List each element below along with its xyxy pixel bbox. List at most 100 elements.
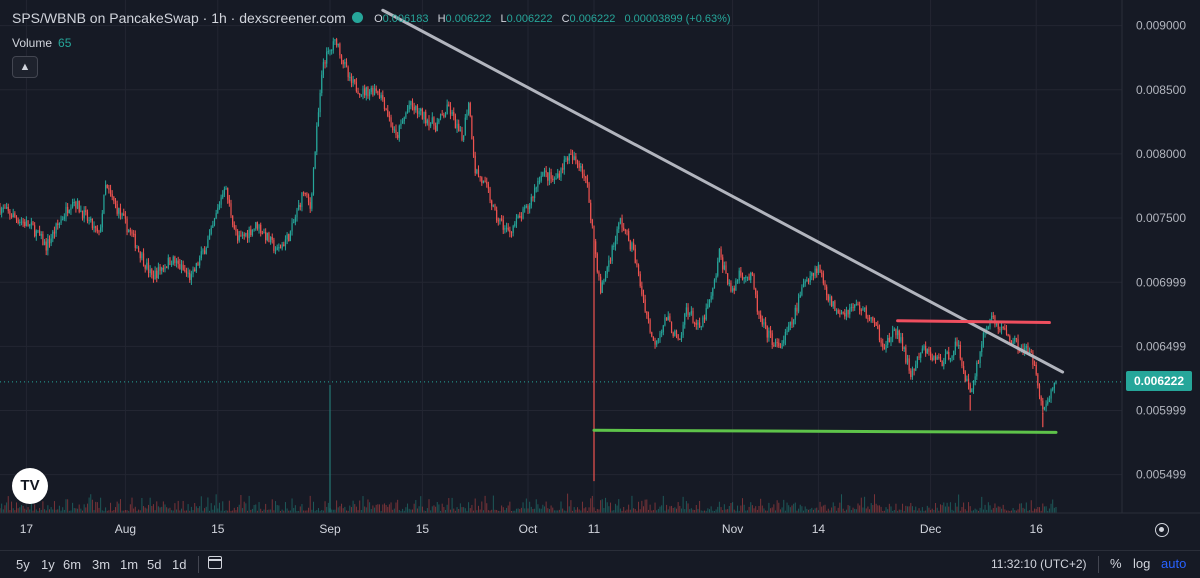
candle-body <box>58 223 60 225</box>
volume-bar <box>930 510 932 513</box>
range-3m-button[interactable]: 3m <box>92 557 111 572</box>
candle-body <box>279 247 282 249</box>
candle-body <box>157 266 159 279</box>
support-line[interactable] <box>592 428 1058 434</box>
candle-body <box>284 239 287 247</box>
candle-body <box>575 156 577 161</box>
volume-bar <box>303 510 305 513</box>
volume-bar <box>598 509 600 513</box>
volume-bar <box>372 505 374 513</box>
volume-bar <box>639 509 641 513</box>
price-axis[interactable]: 0.009000 0.008500 0.008000 0.007500 0.006999… <box>1136 19 1186 482</box>
volume-bar <box>525 498 527 513</box>
candle-body <box>786 330 788 332</box>
candle-body <box>750 272 752 281</box>
volume-bar <box>58 505 60 513</box>
trendline-descending[interactable] <box>381 8 1065 374</box>
low-label: L <box>500 13 507 25</box>
volume-bar <box>718 501 720 513</box>
log-toggle[interactable]: log <box>1133 556 1151 571</box>
volume-bar <box>722 510 724 513</box>
time-axis[interactable]: 17 Aug 15 Sep 15 Oct 11 Nov 14 Dec 16 <box>0 0 1200 536</box>
candle-body <box>184 269 186 271</box>
volume-bar <box>271 499 273 513</box>
candle-body <box>682 324 684 336</box>
volume-bar <box>1015 510 1017 513</box>
volume-bar <box>449 509 451 513</box>
volume-bar <box>205 506 207 513</box>
volume-bar <box>182 501 184 513</box>
candle-body <box>27 220 29 227</box>
range-1d-button[interactable]: 1d <box>172 557 187 572</box>
volume-bar <box>860 497 862 513</box>
candle-body <box>453 112 455 116</box>
candle-body <box>369 91 371 97</box>
candle-body <box>245 232 247 236</box>
candle-body <box>1040 396 1042 401</box>
volume-bar <box>517 508 519 513</box>
candle-body <box>303 192 305 194</box>
volume-bar <box>578 509 580 513</box>
candle-body <box>695 323 697 325</box>
range-5d-button[interactable]: 5d <box>147 557 162 572</box>
candle-body <box>981 344 983 353</box>
tradingview-logo-icon[interactable]: TV <box>12 468 48 504</box>
candle-body <box>705 308 707 320</box>
auto-toggle[interactable]: auto <box>1161 556 1187 571</box>
volume-bar <box>527 508 529 513</box>
gear-icon[interactable] <box>1155 523 1169 537</box>
volume-bar <box>20 505 22 513</box>
candle-body <box>588 183 590 203</box>
volume-bar <box>250 509 252 513</box>
volume-bar <box>512 510 514 513</box>
candle-body <box>141 253 143 259</box>
volume-bar <box>806 508 808 513</box>
volume-bar <box>415 500 417 513</box>
volume-bar <box>379 504 380 513</box>
volume-bar <box>146 508 148 513</box>
price-tick-label: 0.008000 <box>1136 147 1186 161</box>
candle-body <box>835 310 838 312</box>
range-1m-button[interactable]: 1m <box>120 557 139 572</box>
volume-bar <box>725 509 727 513</box>
volume-bar <box>987 502 989 513</box>
candle-body <box>32 222 34 226</box>
volume-bar <box>766 510 768 513</box>
candle-body <box>365 87 367 96</box>
volume-bar <box>34 504 36 513</box>
volume-bar <box>849 505 851 513</box>
volume-bar <box>905 505 907 513</box>
candle-body <box>411 101 414 107</box>
range-5y-button[interactable]: 5y <box>16 557 30 572</box>
volume-bar <box>530 506 532 513</box>
candle-body <box>246 232 249 239</box>
range-1y-button[interactable]: 1y <box>41 557 55 572</box>
volume-bar <box>581 501 583 513</box>
volume-bar <box>968 502 970 513</box>
volume-bar <box>482 510 484 513</box>
candle-body <box>1029 351 1031 353</box>
candle-body <box>291 222 293 232</box>
volume-bar <box>265 503 267 513</box>
volume-bar <box>560 501 562 513</box>
volume-bar <box>750 502 752 513</box>
clock-readout[interactable]: 11:32:10 (UTC+2) <box>991 557 1087 571</box>
resistance-line[interactable] <box>896 319 1051 325</box>
trendlines[interactable] <box>381 8 1065 434</box>
volume-bar <box>799 504 801 513</box>
percent-toggle[interactable]: % <box>1110 556 1122 571</box>
candle-body <box>822 273 824 284</box>
candle-body <box>85 210 87 213</box>
candle-body <box>839 313 841 315</box>
range-6m-button[interactable]: 6m <box>63 557 82 572</box>
calendar-icon[interactable] <box>208 556 222 569</box>
volume-bar <box>113 509 115 513</box>
volume-bar <box>1006 510 1007 513</box>
collapse-legend-button[interactable]: ▲ <box>12 56 38 78</box>
volume-bar <box>994 503 996 513</box>
candle-body <box>916 356 918 365</box>
volume-bar <box>284 502 286 513</box>
volume-bar <box>466 510 468 513</box>
toolbar-divider <box>198 556 199 573</box>
